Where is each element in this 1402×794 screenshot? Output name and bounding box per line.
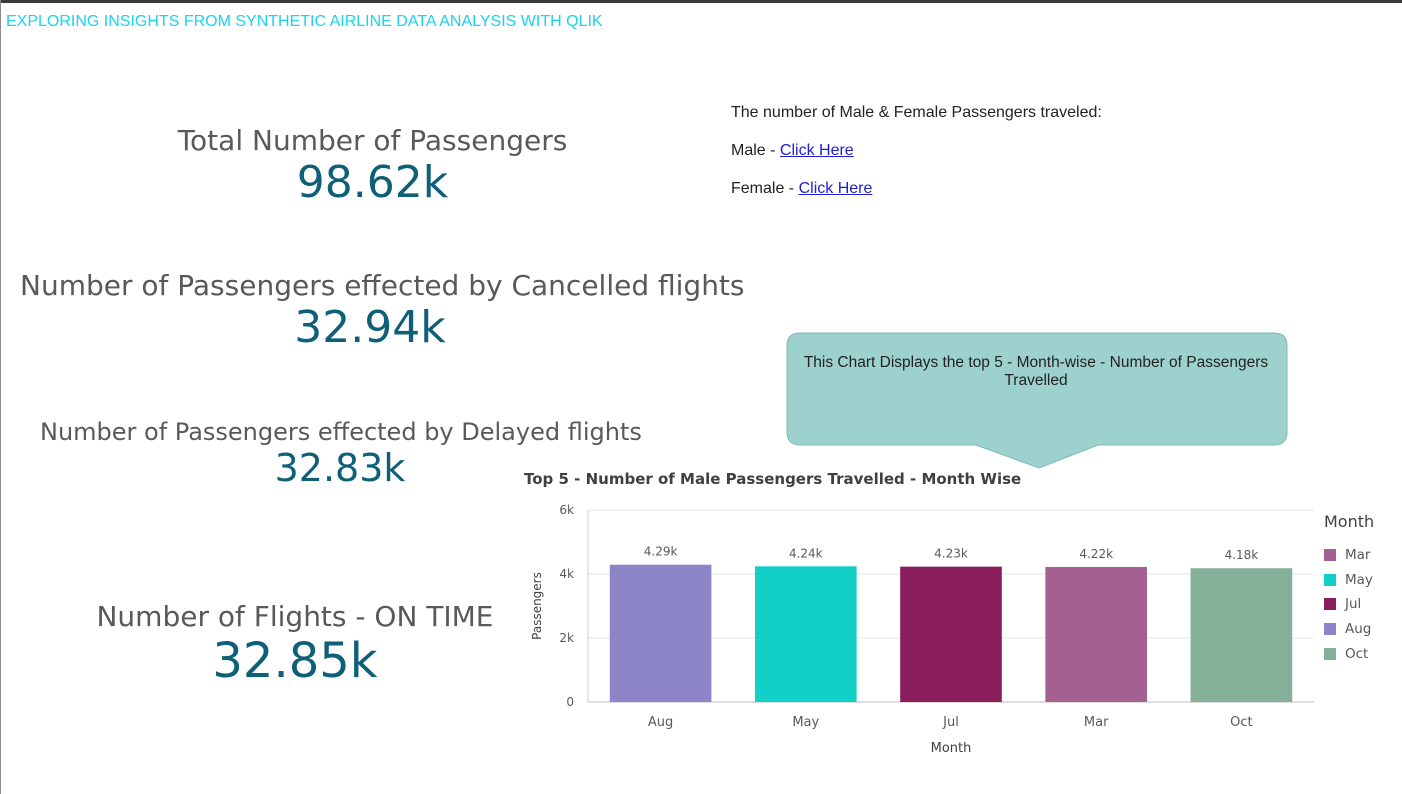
kpi-label: Number of Passengers effected by Delayed… [40,418,642,446]
male-prefix: Male - [731,142,780,159]
kpi-label: Number of Flights - ON TIME [96,600,494,633]
legend-swatch [1324,549,1336,562]
chart-legend: Month Mar May Jul Aug Oct [1324,512,1374,666]
legend-swatch [1324,623,1336,636]
legend-label: May [1345,571,1373,588]
kpi-label: Total Number of Passengers [177,124,568,157]
chart-callout: This Chart Displays the top 5 - Month-wi… [786,332,1290,470]
female-prefix: Female - [731,180,799,197]
legend-swatch [1324,573,1336,586]
x-tick-label: Oct [1230,715,1252,730]
y-tick-label: 4k [559,567,574,581]
gender-heading: The number of Male & Female Passengers t… [731,104,1102,121]
kpi-value: 98.62k [296,157,449,208]
legend-swatch [1324,598,1336,611]
y-tick-label: 2k [559,631,574,645]
legend-item[interactable]: Oct [1324,641,1374,666]
data-label: 4.24k [789,546,823,560]
bar[interactable] [900,566,1002,702]
legend-title: Month [1324,512,1375,531]
kpi-label: Number of Passengers effected by Cancell… [20,269,745,302]
x-tick-label: May [792,715,819,730]
bar[interactable] [1190,568,1293,702]
data-label: 4.18k [1225,548,1259,562]
window-left-border [0,0,1,794]
y-axis-title: Passengers [530,572,544,640]
y-tick-label: 6k [559,503,574,517]
bar[interactable] [1045,566,1148,702]
legend-item[interactable]: Aug [1324,617,1374,642]
window-top-border [0,0,1402,3]
legend-item[interactable]: Mar [1324,543,1374,568]
legend-item[interactable]: May [1324,568,1374,593]
male-line: Male - Click Here [731,142,1102,160]
kpi-total-passengers[interactable]: Total Number of Passengers 98.62k [150,124,595,208]
kpi-on-time-flights[interactable]: Number of Flights - ON TIME 32.85k [90,600,500,689]
x-tick-label: Mar [1084,715,1109,730]
kpi-value: 32.83k [274,446,406,490]
kpi-value: 32.94k [294,302,446,353]
male-click-here-link[interactable]: Click Here [779,142,854,159]
legend-label: Oct [1345,645,1369,662]
data-label: 4.29k [644,545,678,559]
legend-label: Jul [1345,596,1362,613]
female-click-here-link[interactable]: Click Here [798,180,873,197]
callout-text: This Chart Displays the top 5 - Month-wi… [803,354,1269,389]
bar[interactable] [754,566,857,702]
female-line: Female - Click Here [731,180,1102,198]
app-title: EXPLORING INSIGHTS FROM SYNTHETIC AIRLIN… [6,13,603,30]
kpi-value: 32.85k [212,633,378,689]
kpi-delayed-passengers[interactable]: Number of Passengers effected by Delayed… [40,418,642,490]
x-axis-title: Month [931,741,972,756]
gender-links-panel: The number of Male & Female Passengers t… [731,104,1102,218]
kpi-cancelled-passengers[interactable]: Number of Passengers effected by Cancell… [20,269,745,353]
legend-label: Aug [1345,621,1372,638]
bar[interactable] [609,564,712,702]
legend-label: Mar [1345,547,1371,564]
chart-title: Top 5 - Number of Male Passengers Travel… [524,470,1022,488]
legend-item[interactable]: Jul [1324,592,1374,617]
x-tick-label: Aug [648,715,673,730]
callout-shape [786,332,1288,469]
data-label: 4.22k [1079,547,1113,561]
y-tick-label: 0 [566,695,574,709]
x-tick-label: Jul [942,715,959,730]
bar-chart[interactable]: 0 2k 4k 6k 4.29k Aug 4.24k May 4.23k Jul 4.22k Mar 4… [520,492,1320,767]
data-label: 4.23k [934,547,968,561]
legend-swatch [1324,647,1336,660]
